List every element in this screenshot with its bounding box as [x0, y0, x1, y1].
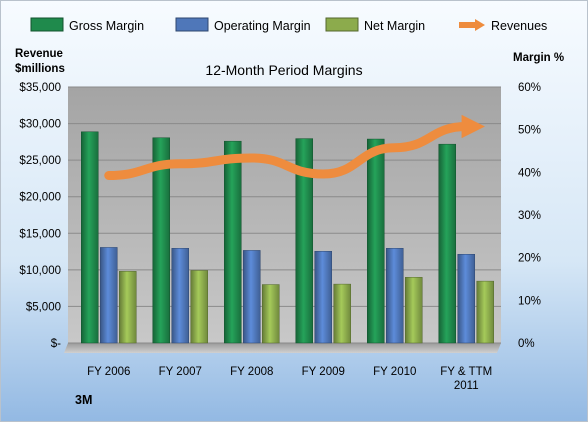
bar-gross-margin	[152, 137, 170, 344]
bar-net-margin	[405, 277, 423, 344]
bar-net-margin	[333, 283, 351, 344]
legend-label-gross-margin: Gross Margin	[69, 19, 144, 33]
y-left-tick-label: $30,000	[19, 119, 61, 131]
x-category-label: FY 2010	[373, 366, 416, 378]
bar-operating-margin	[100, 247, 118, 344]
bar-net-margin	[119, 271, 137, 344]
y-left-ticks: $- $5,000 $10,000 $15,000 $20,000 $25,000 $30,…	[19, 82, 61, 350]
y-right-tick-label: 50%	[518, 125, 541, 137]
bar-gross-margin	[295, 138, 313, 344]
chart-title: 12-Month Period Margins	[205, 62, 362, 78]
plot-floor	[64, 343, 501, 353]
gridlines	[68, 86, 501, 344]
y-left-tick-label: $10,000	[19, 265, 61, 277]
x-category-label: FY 2008	[230, 366, 273, 378]
legend-arrow-revenues	[475, 19, 485, 31]
bar-gross-margin	[81, 131, 99, 344]
y-right-tick-label: 60%	[518, 82, 541, 94]
legend-label-operating-margin: Operating Margin	[214, 19, 311, 33]
y-left-tick-label: $20,000	[19, 192, 61, 204]
bar-operating-margin	[171, 248, 189, 344]
y-left-tick-label: $15,000	[19, 228, 61, 240]
bar-gross-margin	[438, 143, 456, 344]
y-left-tick-label: $35,000	[19, 82, 61, 94]
x-category-label: FY 2006	[87, 366, 130, 378]
x-category-label: FY & TTM	[440, 366, 492, 378]
x-category-labels: FY 2006 FY 2007 FY 2008 FY 2009 FY 2010 FY & …	[87, 366, 492, 392]
plot-area	[64, 86, 501, 353]
y-right-tick-label: 10%	[518, 295, 541, 307]
y-left-title-line1: Revenue	[15, 48, 63, 60]
revenues-line	[104, 114, 485, 181]
y-right-tick-label: 40%	[518, 167, 541, 179]
bar-operating-margin	[457, 254, 475, 344]
bar-operating-margin	[314, 251, 332, 344]
y-left-tick-label: $25,000	[19, 155, 61, 167]
y-left-tick-label: $5,000	[26, 301, 61, 313]
y-right-ticks: 0% 10% 20% 30% 40% 50% 60%	[518, 82, 541, 350]
legend-label-net-margin: Net Margin	[364, 19, 425, 33]
bar-operating-margin	[386, 248, 404, 344]
legend-label-revenues: Revenues	[491, 19, 547, 33]
bar-net-margin	[476, 280, 494, 344]
y-left-tick-label: $-	[51, 338, 61, 350]
x-category-label: FY 2009	[302, 366, 345, 378]
bars	[81, 131, 494, 344]
revenue-series	[104, 114, 485, 181]
y-right-tick-label: 0%	[518, 338, 535, 350]
bar-net-margin	[262, 284, 280, 344]
legend: Gross Margin Operating Margin Net Margin Re…	[30, 17, 547, 33]
legend-swatch-gross-margin	[30, 17, 64, 32]
bar-gross-margin	[224, 140, 242, 344]
bar-net-margin	[190, 270, 208, 344]
y-right-tick-label: 20%	[518, 253, 541, 265]
x-category-label: FY 2007	[159, 366, 202, 378]
x-category-label: 2011	[454, 380, 479, 392]
bar-operating-margin	[243, 250, 261, 344]
bar-gross-margin	[367, 138, 385, 344]
source-label: 3M	[75, 393, 92, 407]
legend-swatch-operating-margin	[175, 17, 209, 32]
y-right-tick-label: 30%	[518, 210, 541, 222]
legend-swatch-net-margin	[325, 17, 359, 32]
y-right-title: Margin %	[513, 52, 564, 64]
y-left-title-line2: $millions	[15, 63, 65, 75]
